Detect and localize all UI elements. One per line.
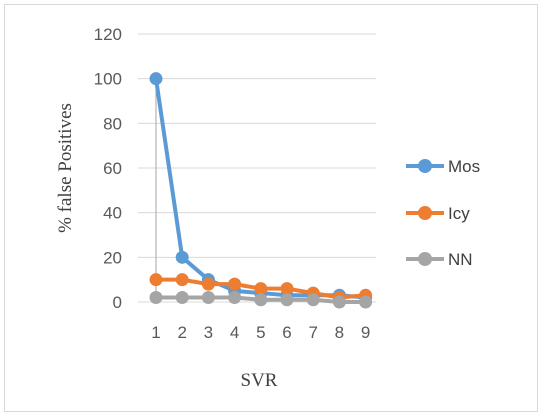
y-tick-label: 120: [94, 25, 122, 44]
chart-frame: [4, 4, 538, 412]
x-axis-title: SVR: [241, 370, 278, 391]
legend-marker: [418, 252, 432, 266]
data-point: [332, 295, 346, 309]
y-tick-labels: 0 20 40 60 80 100 120: [94, 25, 122, 312]
y-tick-label: 100: [94, 70, 122, 89]
legend-entry-mos: Mos: [406, 157, 480, 176]
data-point: [175, 291, 189, 305]
y-tick-label: 80: [103, 114, 122, 133]
x-tick-label: 3: [204, 323, 213, 342]
y-tick-label: 20: [103, 248, 122, 267]
data-point: [228, 277, 242, 291]
data-point: [306, 293, 320, 307]
legend-entry-icy: Icy: [406, 204, 470, 223]
x-tick-label: 4: [230, 323, 239, 342]
x-tick-label: 8: [335, 323, 344, 342]
legend-label: Icy: [448, 204, 470, 223]
x-tick-label: 2: [177, 323, 186, 342]
legend-label: NN: [448, 250, 473, 269]
data-point: [149, 291, 163, 305]
y-tick-label: 40: [103, 204, 122, 223]
y-axis-title: % false Positives: [55, 103, 76, 233]
y-tick-label: 60: [103, 159, 122, 178]
data-point: [175, 250, 189, 264]
series-layer: [149, 72, 373, 309]
x-tick-label: 6: [282, 323, 291, 342]
data-point: [228, 291, 242, 305]
data-point: [201, 291, 215, 305]
legend-label: Mos: [448, 157, 480, 176]
series-line-mos: [154, 76, 368, 300]
y-tick-label: 0: [113, 293, 122, 312]
x-tick-label: 1: [151, 323, 160, 342]
legend-marker: [418, 206, 432, 220]
data-point: [254, 282, 268, 296]
data-point: [280, 282, 294, 296]
x-tick-label: 7: [308, 323, 317, 342]
x-tick-label: 9: [361, 323, 370, 342]
data-point: [254, 293, 268, 307]
gridlines: [138, 33, 376, 258]
data-point: [359, 295, 373, 309]
series-mos: [149, 72, 373, 305]
series-nn: [149, 291, 373, 309]
x-tick-label: 5: [256, 323, 265, 342]
data-point: [149, 273, 163, 287]
legend-entry-nn: NN: [406, 250, 473, 269]
legend-marker: [418, 159, 432, 173]
data-point: [201, 277, 215, 291]
data-point: [280, 293, 294, 307]
legend: Mos Icy NN: [406, 157, 480, 269]
data-point: [175, 273, 189, 287]
data-point: [149, 72, 163, 86]
